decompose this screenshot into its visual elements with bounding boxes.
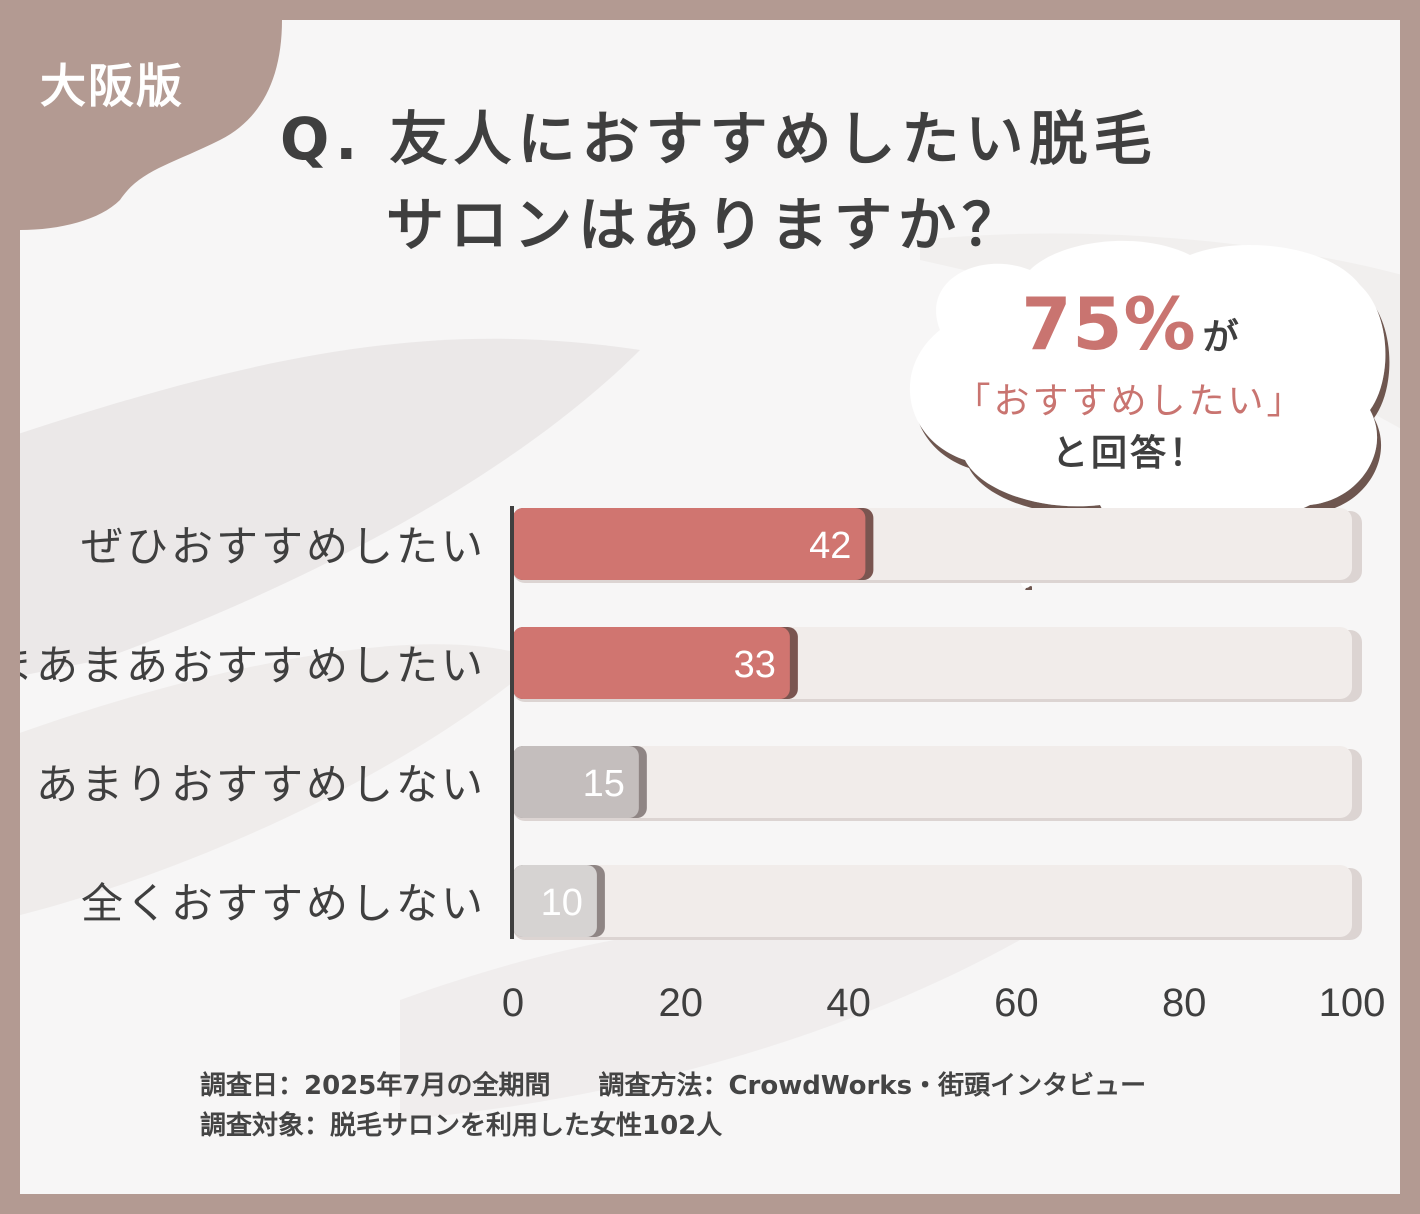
category-label: 全くおすすめしない (81, 879, 486, 928)
bar-chart: 42 ぜひおすすめしたい 33 まあまあおすすめしたい 15 あまりおすすめしない 10 全く… (20, 506, 1386, 1025)
bar-track (513, 746, 1352, 818)
x-tick-label: 60 (994, 981, 1039, 1025)
bar (513, 746, 639, 818)
x-tick-label: 0 (502, 981, 524, 1025)
survey-footer: 調査日：2025年7月の全期間 調査方法：CrowdWorks・街頭インタビュー … (200, 1066, 1146, 1146)
question-title: Q. 友人におすすめしたい脱毛 サロンはありますか？ (280, 96, 1280, 268)
bar-value-label: 10 (541, 882, 583, 924)
survey-target: 調査対象：脱毛サロンを利用した女性102人 (200, 1111, 723, 1141)
survey-method: 調査方法：CrowdWorks・街頭インタビュー (598, 1071, 1147, 1101)
callout-ga: が (1202, 317, 1239, 358)
card: 大阪版 Q. 友人におすすめしたい脱毛 サロンはありますか？ 75% が 「おすす… (20, 20, 1400, 1194)
callout-recommend: 「おすすめしたい」 (954, 381, 1306, 422)
title-line-2: サロンはありますか？ (386, 191, 1027, 259)
speech-bubble-body (909, 240, 1386, 541)
bar-value-label: 33 (734, 644, 776, 686)
x-tick-label: 80 (1162, 981, 1207, 1025)
bar-value-label: 42 (809, 525, 851, 567)
bar (513, 865, 597, 937)
region-badge: 大阪版 (40, 59, 184, 113)
survey-date: 調査日：2025年7月の全期間 (200, 1071, 551, 1101)
category-label: まあまあおすすめしたい (20, 641, 486, 690)
category-label: あまりおすすめしない (36, 760, 486, 809)
x-tick-label: 40 (826, 981, 871, 1025)
callout-answered: と回答！ (1051, 433, 1208, 474)
bar (513, 627, 790, 699)
bar-track (513, 865, 1352, 937)
category-label: ぜひおすすめしたい (81, 522, 486, 571)
callout: 75% が 「おすすめしたい」 と回答！ (900, 282, 1360, 476)
title-line-1: Q. 友人におすすめしたい脱毛 (280, 105, 1158, 173)
bar-value-label: 15 (583, 763, 625, 805)
x-tick-label: 20 (659, 981, 704, 1025)
bar (513, 508, 866, 580)
x-tick-label: 100 (1319, 981, 1386, 1025)
callout-percent: 75% (1021, 282, 1197, 366)
corner-blob-decoration (20, 20, 282, 230)
